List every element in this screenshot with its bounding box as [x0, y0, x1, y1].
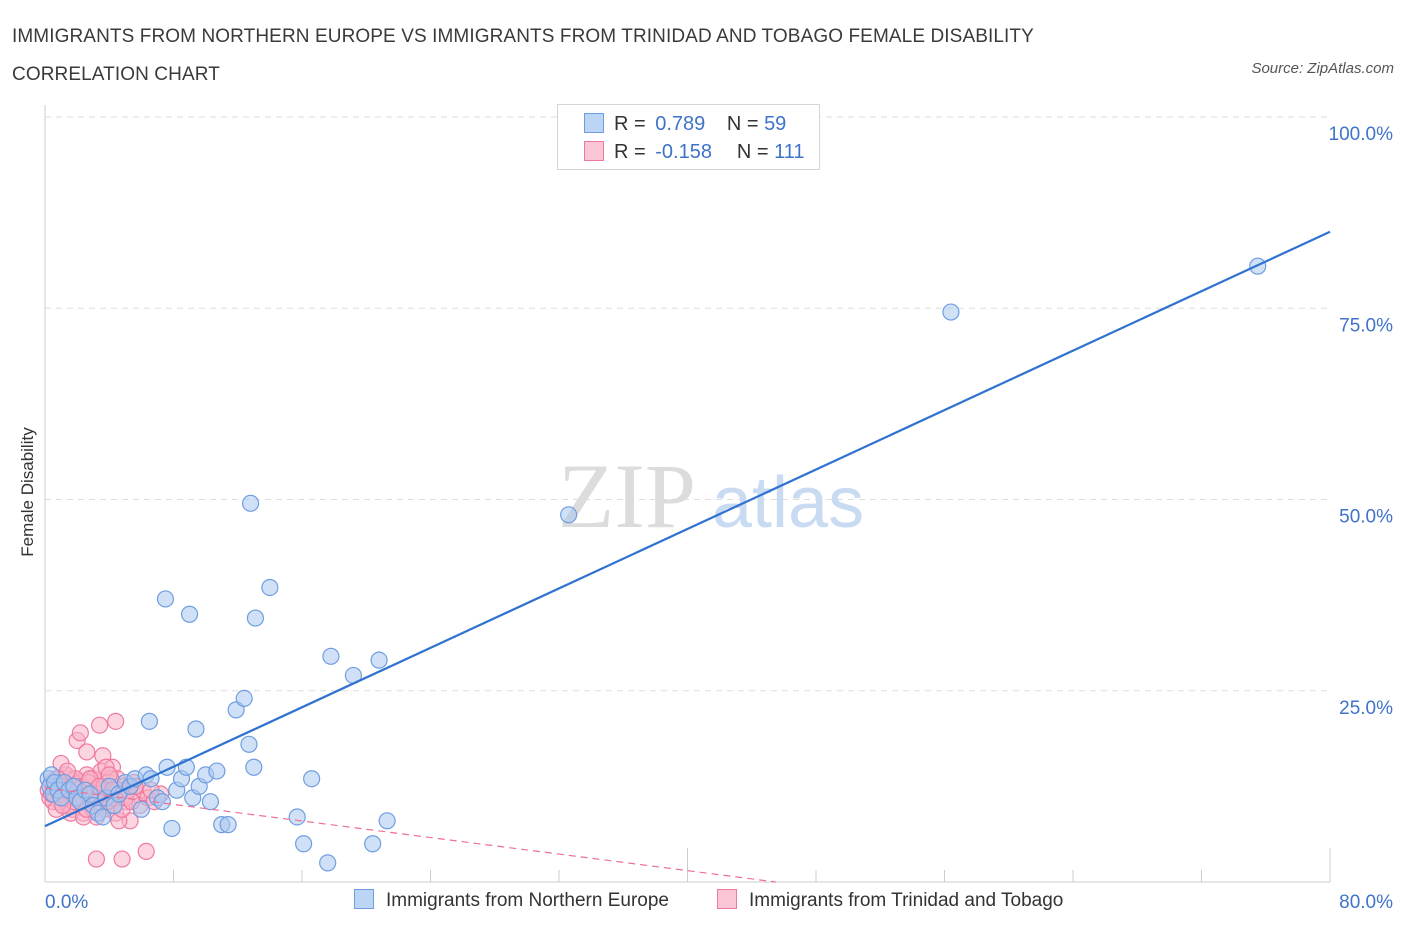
northern-europe-point	[242, 494, 260, 512]
northern-europe-point	[364, 835, 382, 853]
northern-europe-point	[319, 854, 337, 872]
x-tick-label: 80.0%	[1339, 892, 1393, 913]
northern-europe-point	[240, 735, 258, 753]
northern-europe-point	[235, 689, 253, 708]
watermark: ZIP atlas	[558, 445, 864, 547]
trinidad-point	[107, 712, 125, 730]
northern-europe-point	[219, 816, 237, 834]
y-axis-label: Female Disability	[18, 427, 37, 557]
northern-europe-point	[180, 605, 199, 623]
northern-europe-point	[246, 609, 265, 627]
northern-europe-point	[153, 793, 171, 811]
northern-europe-point	[942, 303, 960, 321]
trinidad-trendline	[44, 787, 776, 883]
northern-europe-point	[303, 770, 321, 788]
y-tick-label: 100.0%	[1329, 124, 1394, 145]
y-tick-label: 75.0%	[1339, 315, 1393, 336]
blue-swatch	[354, 889, 374, 909]
northern-europe-point	[94, 808, 112, 826]
northern-europe-point	[208, 762, 226, 780]
northern-europe-trendline	[44, 230, 1331, 828]
northern-europe-point	[370, 651, 388, 669]
tick-labels: 25.0% 50.0% 75.0% 100.0% 0.0% 80.0%	[45, 124, 1393, 913]
legend-row-trinidad: R = -0.158 N = 111	[584, 139, 804, 165]
trinidad-point	[91, 716, 109, 734]
axes	[44, 105, 1331, 883]
northern-europe-point	[288, 808, 306, 826]
series-northern-europe-points	[39, 257, 1267, 872]
trinidad-point	[71, 724, 89, 742]
trinidad-point	[113, 850, 131, 868]
grid-lines	[45, 116, 1330, 692]
northern-europe-point	[156, 590, 175, 608]
blue-swatch	[584, 113, 604, 133]
x-tick-label: 0.0%	[45, 892, 88, 913]
trinidad-point	[78, 743, 96, 761]
legend-n-value: 111	[774, 141, 805, 163]
bottom-legend-northern-europe: Immigrants from Northern Europe	[354, 888, 669, 914]
northern-europe-point	[245, 758, 263, 776]
legend-r-label: R =	[614, 113, 646, 135]
y-tick-label: 25.0%	[1339, 698, 1393, 719]
chart-title: IMMIGRANTS FROM NORTHERN EUROPE VS IMMIG…	[12, 26, 1034, 85]
northern-europe-point	[201, 793, 220, 811]
watermark-zip: ZIP	[558, 445, 696, 547]
legend-r-label: R =	[614, 141, 646, 163]
northern-europe-point	[132, 800, 150, 818]
northern-europe-point	[187, 720, 205, 738]
northern-europe-point	[322, 647, 340, 665]
pink-swatch	[717, 889, 737, 909]
source-label: Source: ZipAtlas.com	[1251, 60, 1394, 77]
correlation-legend: R = 0.789 N = 59 R = -0.158 N = 111	[557, 104, 820, 170]
trinidad-point	[137, 842, 155, 861]
northern-europe-point	[378, 812, 396, 830]
legend-n-value: 59	[764, 113, 787, 135]
bottom-legend-label: Immigrants from Northern Europe	[386, 890, 669, 911]
trinidad-point	[87, 850, 106, 868]
northern-europe-point	[261, 578, 279, 597]
watermark-atlas: atlas	[712, 463, 864, 543]
northern-europe-point	[560, 506, 578, 524]
legend-n-label: N =	[726, 113, 759, 135]
legend-r-value: 0.789	[655, 113, 706, 135]
northern-europe-point	[163, 819, 181, 838]
legend-r-value: -0.158	[655, 141, 712, 163]
pink-swatch	[584, 141, 604, 161]
northern-europe-point	[140, 712, 159, 730]
bottom-legend-label: Immigrants from Trinidad and Tobago	[749, 890, 1064, 911]
legend-row-northern-europe: R = 0.789 N = 59	[584, 111, 786, 137]
northern-europe-point	[295, 835, 313, 853]
y-tick-label: 50.0%	[1339, 507, 1393, 528]
trend-lines	[44, 230, 1331, 883]
legend-n-label: N =	[736, 141, 769, 163]
bottom-legend-trinidad: Immigrants from Trinidad and Tobago	[717, 888, 1063, 914]
